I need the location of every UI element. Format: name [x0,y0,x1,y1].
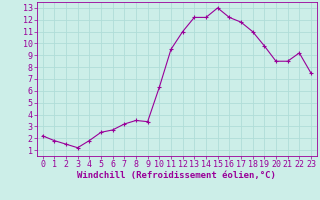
X-axis label: Windchill (Refroidissement éolien,°C): Windchill (Refroidissement éolien,°C) [77,171,276,180]
